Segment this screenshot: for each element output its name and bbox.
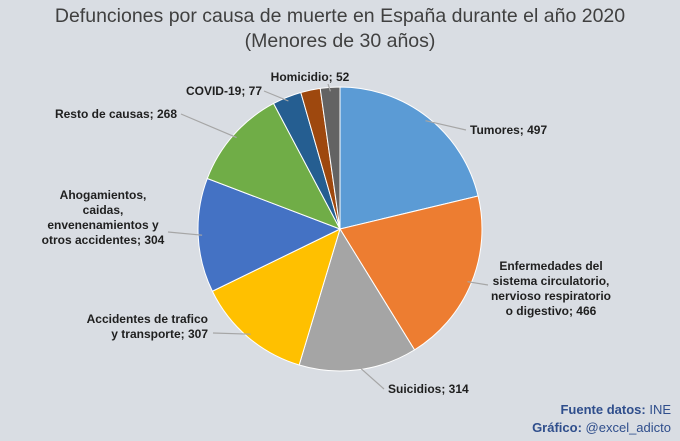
slice-labels: Tumores; 497 Enfermedades del sistema circ… (42, 70, 611, 396)
label-leader-line (212, 332, 251, 335)
label-leader-line (180, 113, 237, 139)
slice-label: Tumores; 497 (470, 123, 547, 137)
slice-label: Homicidio; 52 (271, 70, 350, 84)
slice-label: Ahogamientos, caidas, envenenamientos y otr… (42, 188, 165, 247)
slice-label: COVID-19; 77 (186, 84, 262, 98)
label-leader-line (425, 120, 467, 131)
label-leaders (167, 83, 489, 390)
source-credit: Fuente datos: INE (560, 402, 671, 417)
pie-slice (339, 195, 483, 351)
chart-credit-label: Gráfico: (532, 420, 582, 435)
pie-slice (319, 86, 341, 230)
chart-credit: Gráfico: @excel_adicto (532, 420, 671, 435)
pie-slice (206, 102, 342, 230)
chart-subtitle: (Menores de 30 años) (245, 30, 436, 52)
label-leader-line (263, 90, 289, 102)
chart-title: Defunciones por causa de muerte en Españ… (55, 5, 625, 27)
pie-slice (211, 228, 341, 366)
pie-slice (339, 86, 479, 230)
chart-credit-value: @excel_adicto (585, 420, 671, 435)
pie-slice (298, 227, 416, 372)
source-value: INE (649, 402, 671, 417)
label-leader-line (357, 365, 385, 390)
slice-label: Enfermedades del sistema circulatorio, ner… (491, 259, 611, 318)
slice-label: Suicidios; 314 (388, 382, 469, 396)
slice-label: Resto de causas; 268 (55, 107, 177, 121)
label-leader-line (467, 281, 489, 286)
slice-label: Accidentes de trafico y transporte; 307 (87, 312, 209, 341)
label-leader-line (167, 231, 203, 236)
pie-slices (197, 86, 483, 372)
source-label: Fuente datos: (560, 402, 646, 417)
label-leader-line (327, 83, 331, 92)
